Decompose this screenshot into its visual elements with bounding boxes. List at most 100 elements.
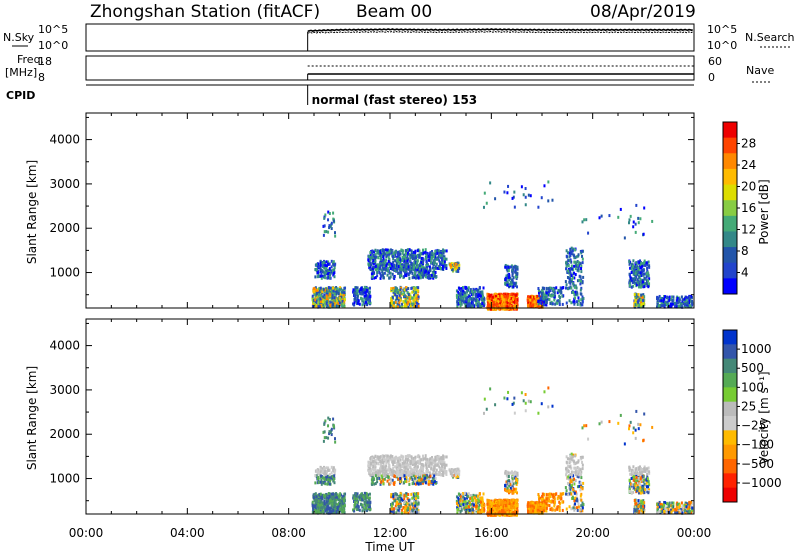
velocity-cell [322, 501, 325, 505]
velocity-cell [325, 436, 328, 440]
power-cell [325, 294, 328, 298]
velocity-cell [319, 470, 322, 474]
power-cell [570, 274, 573, 278]
power-cell [422, 261, 425, 265]
velocity-cell [396, 503, 399, 507]
power-cell [628, 262, 631, 266]
velocity-cell [332, 425, 335, 429]
power-cell [440, 256, 443, 260]
power-cell [404, 260, 407, 264]
power-cell [325, 297, 328, 301]
power-cell [571, 249, 574, 253]
velocity-cell [385, 460, 388, 464]
velocity-cell [382, 479, 385, 483]
velocity-cell [330, 465, 333, 469]
power-cell [440, 258, 443, 262]
power-cell [561, 286, 564, 290]
power-cell [459, 293, 462, 297]
power-cell [443, 256, 446, 260]
power-cell [475, 292, 478, 296]
power-cell [581, 261, 584, 265]
power-cell [371, 275, 374, 279]
power-cell [511, 271, 514, 275]
power-cell [422, 258, 425, 262]
velocity-cell [401, 457, 404, 461]
power-cell [674, 301, 677, 305]
power-cell [449, 264, 452, 268]
velocity-cell [392, 469, 395, 473]
power-cell [634, 222, 637, 226]
velocity-cell [316, 477, 319, 481]
power-cell [573, 293, 576, 297]
power-cell [664, 300, 667, 304]
power-cell [434, 275, 437, 279]
velocity-cell [359, 498, 362, 502]
power-cell [405, 256, 408, 260]
power-cell [647, 260, 650, 264]
power-cell [407, 257, 410, 261]
power-cell [392, 290, 395, 294]
power-cell [487, 293, 490, 297]
power-cell [511, 269, 514, 273]
power-cell [327, 286, 330, 290]
velocity-cell [321, 471, 324, 475]
power-cell [684, 302, 687, 306]
power-cell [581, 257, 584, 261]
power-cell [481, 292, 484, 296]
power-cell [683, 297, 686, 301]
velocity-cell [328, 418, 331, 422]
velocity-cell [343, 502, 346, 506]
velocity-cell [315, 495, 318, 499]
velocity-cell [373, 456, 376, 460]
power-cell [492, 298, 495, 302]
power-cell [415, 261, 418, 265]
power-cell [379, 251, 382, 255]
power-cell [511, 274, 514, 278]
power-cell [679, 303, 682, 307]
velocity-cell [403, 459, 406, 463]
power-cell [374, 253, 377, 257]
velocity-cell [416, 495, 419, 499]
power-cell [481, 302, 484, 306]
velocity-cell [396, 508, 399, 512]
power-cell [690, 294, 693, 298]
power-cell [569, 248, 572, 252]
power-cell [414, 288, 417, 292]
velocity-cell [317, 509, 320, 513]
velocity-cell [417, 482, 420, 486]
power-cell [541, 288, 544, 292]
velocity-cell [411, 482, 414, 486]
power-cell [544, 302, 547, 306]
velocity-cell [413, 471, 416, 475]
velocity-cell [352, 496, 355, 500]
velocity-cell [441, 470, 444, 474]
power-cell [551, 198, 554, 202]
power-cell [366, 288, 369, 292]
velocity-cell [361, 498, 364, 502]
velocity-cell [406, 508, 409, 512]
velocity-cell [437, 461, 440, 465]
power-cell [368, 290, 371, 294]
power-cell [461, 292, 464, 296]
power-cell [459, 301, 462, 305]
power-cell [550, 300, 553, 304]
power-cell [398, 250, 401, 254]
power-cell [547, 199, 550, 203]
power-cell [475, 288, 478, 292]
power-cell [381, 259, 384, 263]
power-cell [558, 294, 561, 298]
velocity-cell [399, 473, 402, 477]
power-cell [368, 299, 371, 303]
velocity-cell [411, 463, 414, 467]
power-cell [326, 272, 329, 276]
power-cell [494, 298, 497, 302]
power-cell [333, 268, 336, 272]
power-cell [430, 255, 433, 259]
power-cell [639, 217, 642, 221]
velocity-cell [420, 462, 423, 466]
power-cell [506, 269, 509, 273]
power-cell [526, 297, 529, 301]
power-cell [324, 270, 327, 274]
power-cell [343, 305, 346, 309]
velocity-cell [322, 504, 325, 508]
